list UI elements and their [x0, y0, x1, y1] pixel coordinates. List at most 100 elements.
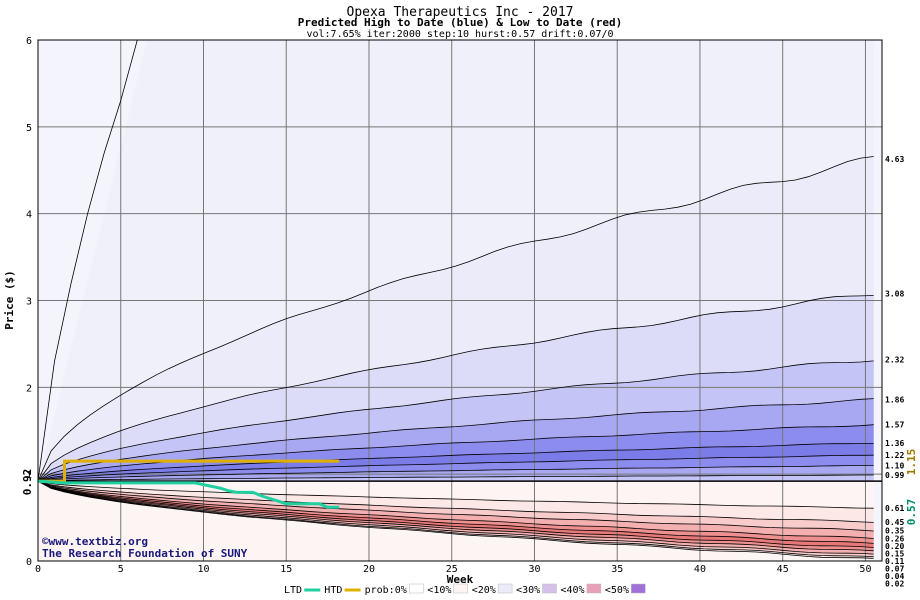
legend-swatch-2 — [409, 583, 424, 594]
y-tick-label-4: 4 — [26, 210, 32, 221]
band-high-3.08 — [38, 295, 874, 482]
end-label-0.11: 0.11 — [885, 557, 904, 566]
curve-high-4.63 — [37, 156, 874, 482]
credit-org: The Research Foundation of SUNY — [42, 547, 248, 560]
x-tick-label-40: 40 — [694, 564, 706, 575]
x-tick-label-20: 20 — [363, 564, 375, 575]
x-tick-label-35: 35 — [611, 564, 623, 575]
end-label-0.99: 0.99 — [885, 471, 904, 480]
legend-label-4: <20% — [472, 585, 496, 596]
end-label-3.08: 3.08 — [885, 290, 904, 299]
end-label-1.57: 1.57 — [885, 421, 904, 430]
curve-high-2.32 — [37, 360, 874, 482]
curve-high-1.10 — [37, 465, 874, 482]
curve-high-0.99 — [37, 474, 874, 482]
y-axis-label: Price ($) — [3, 270, 16, 330]
end-label-0.02: 0.02 — [885, 579, 904, 588]
band-high-1.36 — [38, 443, 874, 482]
plot-frame — [37, 39, 883, 562]
legend-label-3: <10% — [427, 585, 451, 596]
y-tick-label-6: 6 — [26, 36, 32, 47]
end-label-0.20: 0.20 — [885, 542, 904, 551]
y-tick-label-2: 2 — [26, 383, 32, 394]
curve-high-3.08 — [37, 295, 874, 482]
band-low-0.61 — [38, 481, 874, 523]
band-low-0.02 — [38, 481, 874, 561]
end-label-2.32: 2.32 — [885, 356, 904, 365]
x-tick-label-30: 30 — [528, 564, 540, 575]
ltd-line — [37, 479, 340, 509]
legend-swatch-5 — [542, 583, 557, 594]
chart-subtitle: Predicted High to Date (blue) & Low to D… — [298, 16, 623, 29]
band-low-top — [38, 481, 874, 509]
end-label-1.86: 1.86 — [885, 396, 904, 405]
curve-low-0.11 — [37, 480, 874, 552]
curve-low-0.07 — [37, 480, 874, 555]
end-label-4.63: 4.63 — [885, 155, 904, 164]
legend-label-7: <50% — [605, 585, 629, 596]
end-label-0.35: 0.35 — [885, 527, 904, 536]
curve-low-0.35 — [37, 480, 874, 532]
curve-low-0.15 — [37, 480, 874, 548]
end-label-0.26: 0.26 — [885, 534, 904, 543]
credit-site: ©www.textbiz.org — [42, 535, 148, 548]
curve-top — [37, 39, 138, 482]
end-label-0.07: 0.07 — [885, 564, 904, 573]
legend-label-6: <40% — [561, 585, 585, 596]
y-tick-label-5: 5 — [26, 123, 32, 134]
htd-value-label: 1.15 — [905, 449, 918, 476]
legend-label-2: prob:0% — [365, 585, 407, 596]
curve-high-1.36 — [37, 443, 874, 482]
legend-swatch-4 — [497, 583, 513, 594]
band-high-0.99 — [38, 475, 874, 482]
x-tick-label-50: 50 — [859, 564, 871, 575]
x-tick-label-45: 45 — [777, 564, 789, 575]
end-label-0.61: 0.61 — [885, 504, 904, 513]
curve-low-0.04 — [37, 480, 874, 557]
x-tick-label-15: 15 — [280, 564, 292, 575]
start-price-label: 0.92 — [21, 469, 34, 496]
band-high-1.10 — [38, 465, 874, 482]
x-tick-label-0: 0 — [35, 564, 41, 575]
chart-title: Opexa Therapeutics Inc - 2017 — [347, 5, 574, 20]
band-low-0.35 — [38, 481, 874, 539]
chart-params: vol:7.65% iter:2000 step:10 hurst:0.57 d… — [306, 29, 613, 40]
legend: LTD HTD prob:0% <10% <20% <30% <40% <50% — [284, 583, 646, 596]
x-tick-label-5: 5 — [118, 564, 124, 575]
y-tick-label-1: 1 — [26, 470, 32, 481]
band-high-1.57 — [38, 424, 874, 482]
observed-series — [37, 459, 340, 509]
end-label-1.36: 1.36 — [885, 439, 904, 448]
curve-end-labels: 4.63 3.08 2.32 1.86 1.57 1.36 1.22 1.100.99 0.61… — [885, 155, 904, 588]
legend-label-1: HTD — [324, 585, 342, 596]
curve-high-1.86 — [37, 398, 874, 482]
curve-low-0.45 — [37, 480, 874, 523]
quantile-curves — [37, 39, 882, 559]
curve-low-0.61 — [37, 480, 874, 509]
band-low-0.45 — [38, 481, 874, 531]
curve-low-0.02 — [37, 480, 874, 559]
curve-low-0.26 — [37, 480, 874, 539]
band-high-2.32 — [38, 360, 874, 482]
band-low-0.26 — [38, 481, 874, 544]
end-label-1.10: 1.10 — [885, 462, 904, 471]
curve-low-0.20 — [37, 480, 874, 544]
curve-high-1.22 — [37, 454, 874, 482]
legend-swatch-7 — [631, 583, 646, 594]
legend-label-5: <30% — [516, 585, 540, 596]
x-axis-label: Week — [447, 573, 474, 586]
band-high-4.63 — [38, 156, 874, 482]
x-tick-label-10: 10 — [197, 564, 209, 575]
legend-swatch-3 — [453, 583, 468, 594]
ltd-value-label: 0.57 — [905, 499, 918, 526]
end-label-1.22: 1.22 — [885, 451, 904, 460]
legend-label-0: LTD — [284, 585, 302, 596]
end-label-0.04: 0.04 — [885, 572, 904, 581]
x-tick-label-25: 25 — [446, 564, 458, 575]
legend-swatch-6 — [586, 583, 602, 594]
band-high-1.22 — [38, 455, 874, 482]
end-label-0.45: 0.45 — [885, 518, 904, 527]
y-tick-label-3: 3 — [26, 297, 32, 308]
